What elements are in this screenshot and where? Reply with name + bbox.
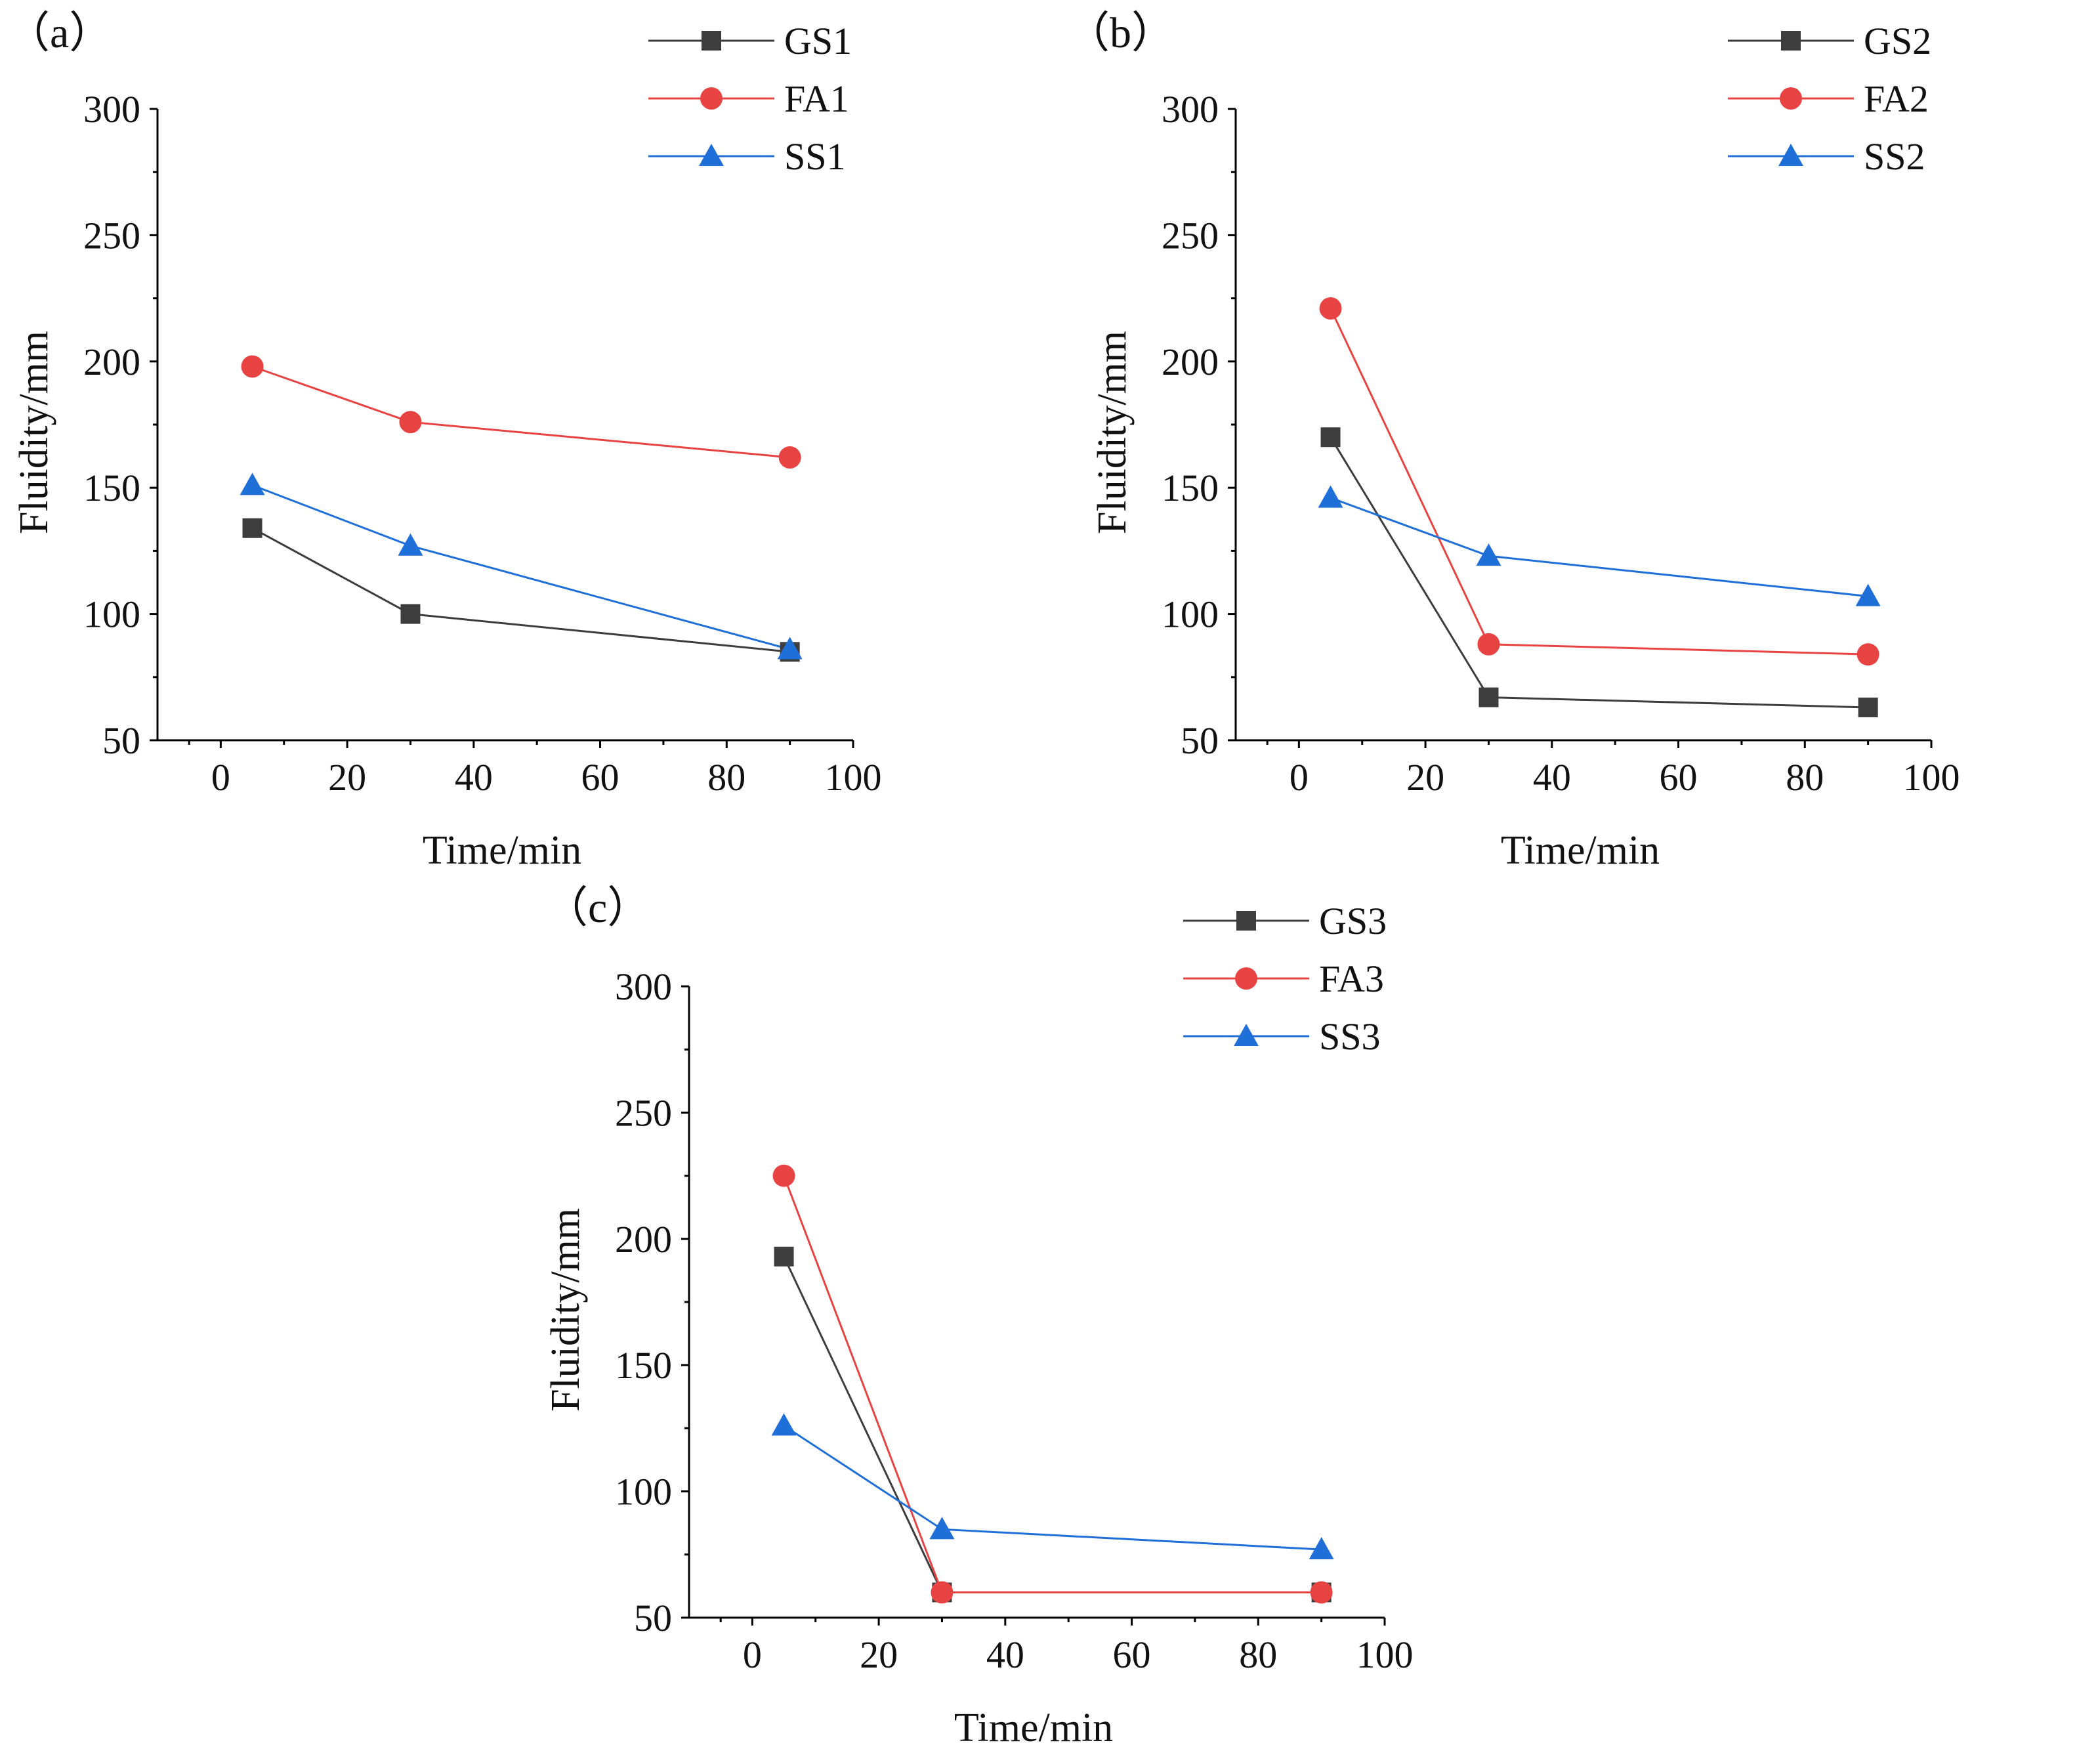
data-point-fa3 [772,1164,795,1187]
legend-label-gs2: GS2 [1864,20,1931,62]
y-tick-label: 250 [1162,214,1219,257]
x-tick-label: 80 [1239,1633,1277,1676]
x-tick-label: 60 [581,756,619,799]
legend-label-fa3: FA3 [1319,957,1384,1000]
x-tick-label: 100 [1356,1633,1414,1676]
y-tick-label: 50 [634,1597,672,1639]
legend-marker-ss3 [1234,1024,1259,1046]
data-point-fa2 [1319,297,1342,320]
chart-panel-1: （a） 50 100 150 200 250 300 0 20 40 60 80 100 Time/min… [7,9,882,873]
panel-label: （a） [7,9,112,57]
data-point-fa3 [1310,1581,1333,1604]
chart-panel-2: （b） 50 100 150 200 250 300 0 20 40 60 80 100 Time/min… [1066,9,1960,873]
data-point-ss3 [929,1517,955,1540]
y-tick-label: 200 [1162,341,1219,383]
legend-label-fa1: FA1 [784,77,849,120]
data-point-ss1 [777,637,803,660]
x-tick-label: 20 [328,756,366,799]
y-tick-label: 250 [83,214,140,257]
y-tick-label: 250 [615,1091,672,1134]
data-point-fa1 [241,355,264,378]
data-point-ss3 [771,1413,797,1436]
data-point-ss1 [240,472,265,495]
x-tick-label: 100 [825,756,882,799]
legend-marker-ss1 [699,144,724,166]
legend-marker-fa2 [1780,87,1802,110]
x-tick-label: 40 [455,756,493,799]
x-tick-label: 100 [1903,756,1960,799]
y-tick-label: 100 [1162,593,1219,636]
legend-marker-gs3 [1236,911,1256,931]
legend-marker-fa1 [700,87,723,110]
y-axis-title: Fluidity/mm [543,1208,588,1412]
data-point-fa2 [1477,633,1500,656]
legend-marker-fa3 [1235,967,1257,990]
data-point-gs3 [774,1246,794,1267]
x-tick-label: 0 [743,1633,762,1676]
y-tick-label: 200 [83,341,140,383]
legend-label-gs1: GS1 [784,20,852,62]
data-point-ss2 [1476,543,1501,566]
data-point-ss1 [398,533,423,556]
series-line-fa2 [1330,308,1868,656]
y-tick-label: 300 [615,965,672,1008]
y-tick-label: 200 [615,1218,672,1261]
data-point-ss2 [1855,583,1881,606]
data-point-fa2 [1857,643,1879,666]
series-line-ss3 [783,1425,1322,1551]
x-axis-title: Time/min [1501,828,1660,873]
data-point-fa1 [399,411,422,434]
data-point-ss3 [1309,1537,1334,1560]
series-line-fa1 [252,366,790,459]
x-tick-label: 20 [860,1633,898,1676]
series-line-ss2 [1330,497,1868,598]
x-tick-label: 0 [211,756,230,799]
data-point-gs2 [1858,697,1878,717]
series-line-fa3 [783,1175,1322,1594]
data-point-gs1 [400,604,421,624]
x-tick-label: 80 [707,756,745,799]
data-point-gs1 [242,518,262,538]
y-tick-label: 150 [615,1344,672,1387]
data-point-fa3 [931,1581,954,1604]
series-line-gs3 [783,1256,1322,1594]
x-axis-title: Time/min [954,1706,1113,1750]
data-point-fa1 [778,446,801,469]
y-tick-label: 150 [1162,467,1219,509]
legend-marker-gs1 [702,31,721,51]
y-tick-label: 150 [83,467,140,509]
legend-marker-gs2 [1781,31,1801,51]
x-tick-label: 60 [1113,1633,1151,1676]
legend-label-ss2: SS2 [1864,135,1925,178]
x-axis-title: Time/min [423,828,581,873]
series-line-gs1 [251,527,790,653]
x-tick-label: 40 [1533,756,1571,799]
data-point-gs2 [1479,687,1499,707]
panel-label: （b） [1066,9,1175,57]
x-tick-label: 0 [1290,756,1309,799]
data-point-ss2 [1318,485,1343,508]
legend-label-fa2: FA2 [1864,77,1929,120]
x-tick-label: 60 [1660,756,1698,799]
y-tick-label: 100 [83,593,140,636]
chart-panel-3: （c） 50 100 150 200 250 300 0 20 40 60 80 100 Time/min… [543,884,1414,1750]
y-axis-title: Fluidity/mm [12,331,56,534]
y-tick-label: 100 [615,1471,672,1513]
y-tick-label: 300 [1162,88,1219,131]
x-tick-label: 80 [1786,756,1824,799]
y-axis-title: Fluidity/mm [1090,331,1135,534]
x-tick-label: 20 [1406,756,1444,799]
y-tick-label: 50 [102,719,140,762]
legend-label-ss3: SS3 [1319,1015,1381,1058]
y-tick-label: 50 [1181,719,1219,762]
legend-label-gs3: GS3 [1319,900,1387,942]
legend-label-ss1: SS1 [784,135,846,178]
panel-label: （c） [545,884,650,932]
legend-marker-ss2 [1778,144,1803,166]
x-tick-label: 40 [986,1633,1024,1676]
y-tick-label: 300 [83,88,140,131]
data-point-gs2 [1320,427,1341,448]
